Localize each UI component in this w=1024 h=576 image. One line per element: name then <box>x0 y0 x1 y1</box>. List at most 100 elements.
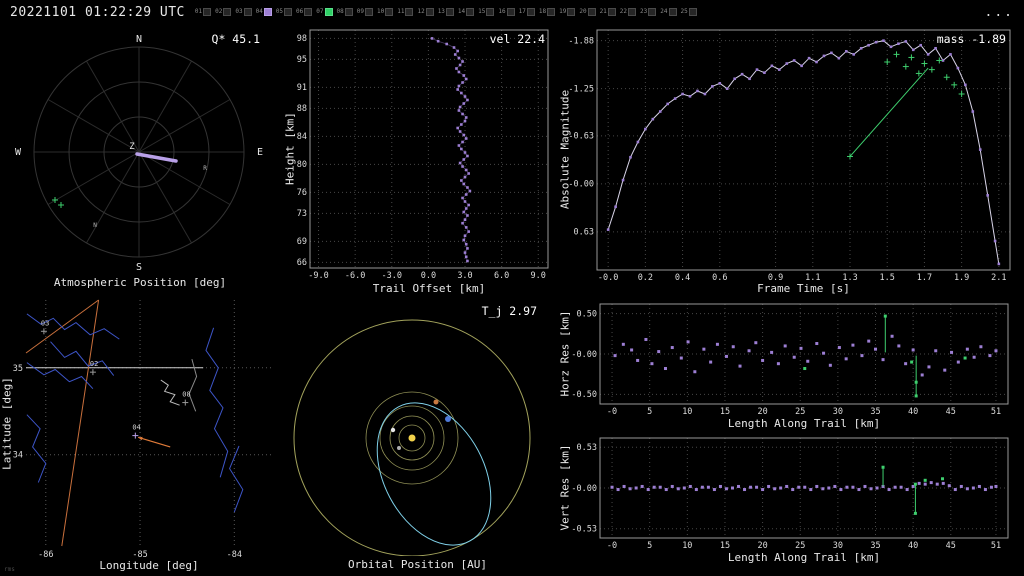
station-toggle-21[interactable]: 21 <box>600 8 616 16</box>
station-toggle-25[interactable]: 25 <box>681 8 697 16</box>
svg-text:35: 35 <box>870 407 880 417</box>
station-id-label: 18 <box>539 9 546 15</box>
svg-text:2.1: 2.1 <box>991 273 1006 282</box>
panel-trail-residuals: Horz Res [km] -051015202530354045510.50-… <box>558 296 1024 576</box>
axes: -0.00.20.40.60.91.11.31.51.71.92.1-1.88-… <box>568 30 1010 282</box>
svg-text:-86: -86 <box>38 550 53 558</box>
station-toggle-22[interactable]: 22 <box>620 8 636 16</box>
station-toggle-12[interactable]: 12 <box>417 8 433 16</box>
mplot-svg: -0.00.20.40.60.91.11.31.51.71.92.1-1.88-… <box>558 24 1024 282</box>
svg-text:-0.53: -0.53 <box>571 525 597 535</box>
map-station-label-08: 08 <box>182 391 190 399</box>
svg-text:0.4: 0.4 <box>675 273 690 282</box>
station-toggle-03[interactable]: 03 <box>235 8 251 16</box>
river <box>206 328 228 478</box>
station-toggle-17[interactable]: 17 <box>519 8 535 16</box>
orbital-position-plot <box>282 296 553 556</box>
svg-text:-0.00: -0.00 <box>571 350 597 360</box>
station-toggle-05[interactable]: 05 <box>276 8 292 16</box>
panel-ground-track-map: Latitude [deg] -86-85-84353403020804 Lon… <box>0 296 280 576</box>
station-toggle-04[interactable]: 04 <box>256 8 272 16</box>
svg-text:0.50: 0.50 <box>577 309 597 319</box>
compass-w-label: W <box>15 147 22 158</box>
station-toggle-20[interactable]: 20 <box>579 8 595 16</box>
svg-text:6.0: 6.0 <box>494 271 509 281</box>
station-status-box <box>567 8 575 16</box>
trajectory-arrow <box>138 437 170 447</box>
horz-svg: -051015202530354045510.50-0.00-0.50 <box>558 296 1024 426</box>
station-toggle-01[interactable]: 01 <box>195 8 211 16</box>
svg-text:-3.0: -3.0 <box>382 271 402 281</box>
station-toggle-14[interactable]: 14 <box>458 8 474 16</box>
station-toggle-11[interactable]: 11 <box>397 8 413 16</box>
svg-text:1.1: 1.1 <box>805 273 820 282</box>
svg-text:0.9: 0.9 <box>768 273 783 282</box>
svg-text:30: 30 <box>833 541 843 551</box>
station2-lightcurve <box>847 51 965 159</box>
station-toggle-16[interactable]: 16 <box>498 8 514 16</box>
station-id-label: 19 <box>559 9 566 15</box>
river <box>230 446 243 512</box>
svg-text:10: 10 <box>682 407 692 417</box>
station-id-label: 05 <box>276 9 283 15</box>
sun-dot <box>409 435 416 442</box>
svg-text:-0: -0 <box>607 541 617 551</box>
svg-text:-0: -0 <box>607 407 617 417</box>
svg-text:15: 15 <box>720 541 730 551</box>
svg-text:0.0: 0.0 <box>421 271 436 281</box>
station-toggle-06[interactable]: 06 <box>296 8 312 16</box>
compass-e-label: E <box>257 147 263 158</box>
trail-offset-axis-label: Trail Offset [km] <box>310 282 548 295</box>
height-vs-offset-plot: -9.0-6.0-3.00.03.06.09.09895918884807673… <box>282 24 553 282</box>
trajectory-arrowhead <box>138 437 142 440</box>
svg-text:73: 73 <box>297 209 307 219</box>
svg-text:-0.63: -0.63 <box>568 132 594 142</box>
station-toggle-19[interactable]: 19 <box>559 8 575 16</box>
station-toggle-07[interactable]: 07 <box>316 8 332 16</box>
station-toggle-09[interactable]: 09 <box>357 8 373 16</box>
station-status-box <box>689 8 697 16</box>
orbit-svg <box>282 296 553 556</box>
svg-text:9.0: 9.0 <box>531 271 546 281</box>
panel-lightcurve: mass -1.89 Absolute Magnitude -0.00.20.4… <box>558 24 1024 296</box>
station-toggle-24[interactable]: 24 <box>660 8 676 16</box>
station-id-label: 02 <box>215 9 222 15</box>
svg-text:-0.00: -0.00 <box>568 180 594 190</box>
station-id-label: 21 <box>600 9 607 15</box>
station-id-label: 07 <box>316 9 323 15</box>
svg-text:-1.88: -1.88 <box>568 36 594 46</box>
station-toggle-13[interactable]: 13 <box>438 8 454 16</box>
station-status-box <box>345 8 353 16</box>
station-status-box <box>264 8 272 16</box>
horz-residuals <box>614 335 998 377</box>
station-status-box <box>588 8 596 16</box>
ground-track-map: -86-85-84353403020804 <box>0 296 280 558</box>
station-toggle-10[interactable]: 10 <box>377 8 393 16</box>
svg-text:91: 91 <box>297 83 307 93</box>
station-id-label: 06 <box>296 9 303 15</box>
station-toggle-18[interactable]: 18 <box>539 8 555 16</box>
svg-text:51: 51 <box>991 407 1001 417</box>
svg-text:40: 40 <box>908 407 918 417</box>
station-id-label: 10 <box>377 9 384 15</box>
horz-residuals-station2 <box>803 315 966 398</box>
station-toggle-02[interactable]: 02 <box>215 8 231 16</box>
station-status-box <box>486 8 494 16</box>
station-status-box <box>669 8 677 16</box>
atmospheric-polar-plot: NSEWZRN <box>0 24 280 274</box>
svg-text:30: 30 <box>833 407 843 417</box>
station-id-label: 17 <box>519 9 526 15</box>
map-station-label-04: 04 <box>132 424 140 432</box>
svg-text:1.7: 1.7 <box>917 273 932 282</box>
station-toggle-15[interactable]: 15 <box>478 8 494 16</box>
svg-text:5: 5 <box>647 407 652 417</box>
station-toggle-23[interactable]: 23 <box>640 8 656 16</box>
topbar: 20221101 01:22:29 UTC 010203040506070809… <box>0 0 1024 24</box>
overflow-menu-button[interactable]: ... <box>985 5 1014 20</box>
svg-text:-84: -84 <box>227 550 242 558</box>
station-toggle-08[interactable]: 08 <box>337 8 353 16</box>
svg-text:-9.0: -9.0 <box>308 271 328 281</box>
svg-text:1.5: 1.5 <box>880 273 895 282</box>
lightcurve-plot: -0.00.20.40.60.91.11.31.51.71.92.1-1.88-… <box>558 24 1024 282</box>
station-status-box <box>547 8 555 16</box>
